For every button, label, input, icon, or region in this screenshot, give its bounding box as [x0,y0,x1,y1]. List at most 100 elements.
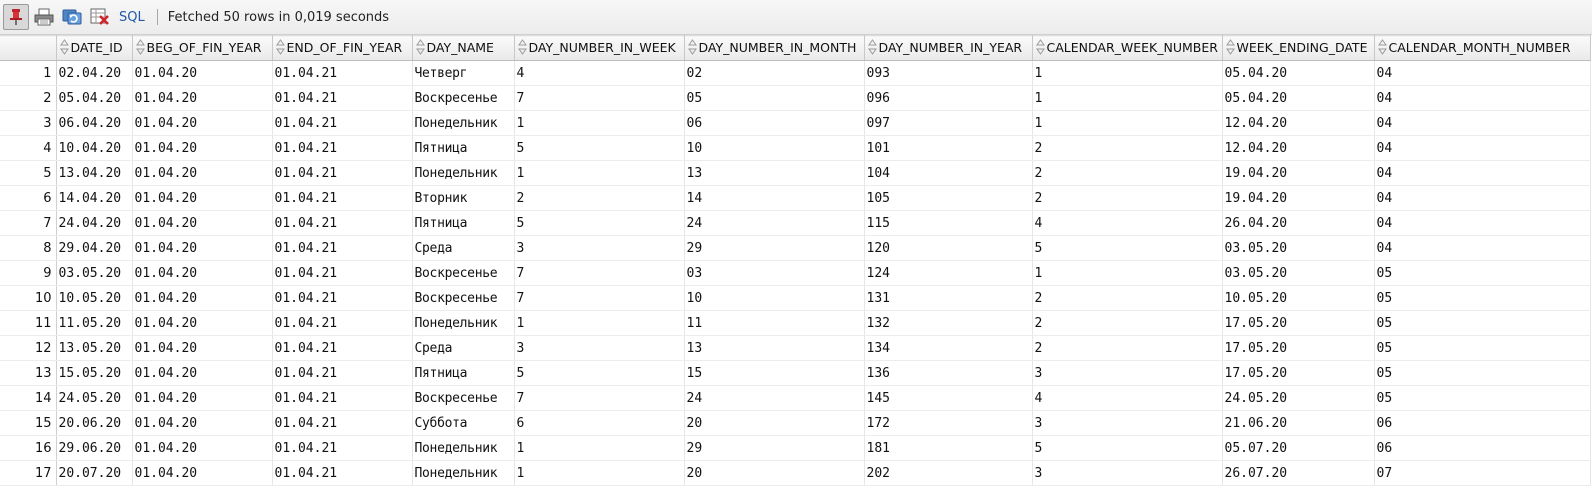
cell-day-name[interactable]: Воскресенье [412,85,515,111]
cell-calendar-week-number[interactable]: 2 [1032,185,1223,211]
table-row[interactable]: 17 20.07.20 01.04.20 01.04.21 Понедельник 1 20… [0,460,1591,486]
cell-beg-of-fin-year[interactable]: 01.04.20 [132,460,273,486]
cell-calendar-month-number[interactable]: 05 [1374,310,1591,336]
cell-week-ending-date[interactable]: 10.05.20 [1222,285,1375,311]
cell-calendar-month-number[interactable]: 06 [1374,435,1591,461]
cell-day-number-in-year[interactable]: 132 [864,310,1033,336]
cell-day-number-in-month[interactable]: 02 [684,60,865,86]
cell-day-number-in-year[interactable]: 172 [864,410,1033,436]
cell-date-id[interactable]: 05.04.20 [56,85,133,111]
cell-date-id[interactable]: 24.04.20 [56,210,133,236]
cell-week-ending-date[interactable]: 26.04.20 [1222,210,1375,236]
cell-week-ending-date[interactable]: 03.05.20 [1222,235,1375,261]
cell-day-number-in-year[interactable]: 124 [864,260,1033,286]
cell-date-id[interactable]: 10.05.20 [56,285,133,311]
cell-date-id[interactable]: 20.07.20 [56,460,133,486]
cell-day-name[interactable]: Суббота [412,410,515,436]
cell-beg-of-fin-year[interactable]: 01.04.20 [132,310,273,336]
cell-date-id[interactable]: 20.06.20 [56,410,133,436]
table-row[interactable]: 10 10.05.20 01.04.20 01.04.21 Воскресенье 7 10… [0,285,1591,311]
cell-calendar-month-number[interactable]: 05 [1374,260,1591,286]
cell-calendar-week-number[interactable]: 5 [1032,435,1223,461]
print-button[interactable] [31,4,57,30]
cell-day-name[interactable]: Пятница [412,135,515,161]
cell-week-ending-date[interactable]: 05.04.20 [1222,85,1375,111]
table-row[interactable]: 3 06.04.20 01.04.20 01.04.21 Понедельник 1 06 0… [0,110,1591,136]
cell-day-number-in-month[interactable]: 11 [684,310,865,336]
sort-icon[interactable] [1035,38,1045,58]
cell-calendar-month-number[interactable]: 05 [1374,360,1591,386]
cell-calendar-week-number[interactable]: 1 [1032,110,1223,136]
cell-day-number-in-month[interactable]: 05 [684,85,865,111]
table-row[interactable]: 16 29.06.20 01.04.20 01.04.21 Понедельник 1 29… [0,435,1591,461]
cell-day-number-in-week[interactable]: 1 [514,160,685,186]
cell-day-name[interactable]: Понедельник [412,460,515,486]
cell-day-number-in-week[interactable]: 4 [514,60,685,86]
cell-date-id[interactable]: 11.05.20 [56,310,133,336]
cell-calendar-month-number[interactable]: 05 [1374,385,1591,411]
cell-end-of-fin-year[interactable]: 01.04.21 [272,85,413,111]
cell-beg-of-fin-year[interactable]: 01.04.20 [132,385,273,411]
cell-day-number-in-month[interactable]: 29 [684,435,865,461]
cell-day-number-in-week[interactable]: 7 [514,385,685,411]
cell-day-number-in-week[interactable]: 7 [514,285,685,311]
cell-day-name[interactable]: Понедельник [412,435,515,461]
cell-end-of-fin-year[interactable]: 01.04.21 [272,135,413,161]
cell-beg-of-fin-year[interactable]: 01.04.20 [132,85,273,111]
table-row[interactable]: 12 13.05.20 01.04.20 01.04.21 Среда 3 13 134 2 17… [0,335,1591,361]
cell-calendar-week-number[interactable]: 1 [1032,85,1223,111]
cell-week-ending-date[interactable]: 17.05.20 [1222,310,1375,336]
cell-calendar-week-number[interactable]: 2 [1032,160,1223,186]
cell-date-id[interactable]: 02.04.20 [56,60,133,86]
cell-calendar-week-number[interactable]: 2 [1032,335,1223,361]
cell-end-of-fin-year[interactable]: 01.04.21 [272,260,413,286]
cell-day-number-in-year[interactable]: 097 [864,110,1033,136]
cell-end-of-fin-year[interactable]: 01.04.21 [272,60,413,86]
table-row[interactable]: 11 11.05.20 01.04.20 01.04.21 Понедельник 1 11… [0,310,1591,336]
column-header-end-of-fin-year[interactable]: END_OF_FIN_YEAR [272,35,413,61]
column-header-beg-of-fin-year[interactable]: BEG_OF_FIN_YEAR [132,35,273,61]
cell-calendar-month-number[interactable]: 07 [1374,460,1591,486]
cell-day-name[interactable]: Вторник [412,185,515,211]
cell-day-number-in-month[interactable]: 13 [684,335,865,361]
cell-beg-of-fin-year[interactable]: 01.04.20 [132,210,273,236]
cell-day-number-in-week[interactable]: 6 [514,410,685,436]
column-header-week-ending-date[interactable]: WEEK_ENDING_DATE [1222,35,1375,61]
cell-day-number-in-month[interactable]: 29 [684,235,865,261]
cell-beg-of-fin-year[interactable]: 01.04.20 [132,185,273,211]
cell-day-name[interactable]: Понедельник [412,310,515,336]
sort-icon[interactable] [517,38,527,58]
cell-day-number-in-week[interactable]: 3 [514,335,685,361]
refresh-button[interactable] [59,4,85,30]
sort-icon[interactable] [867,38,877,58]
cell-day-number-in-week[interactable]: 1 [514,110,685,136]
sort-icon[interactable] [135,38,145,58]
table-row[interactable]: 9 03.05.20 01.04.20 01.04.21 Воскресенье 7 03 1… [0,260,1591,286]
cell-date-id[interactable]: 14.04.20 [56,185,133,211]
cell-day-number-in-month[interactable]: 14 [684,185,865,211]
cell-week-ending-date[interactable]: 05.04.20 [1222,60,1375,86]
column-header-day-number-in-month[interactable]: DAY_NUMBER_IN_MONTH [684,35,865,61]
cell-calendar-week-number[interactable]: 3 [1032,460,1223,486]
sort-icon[interactable] [1225,38,1235,58]
cell-date-id[interactable]: 10.04.20 [56,135,133,161]
sort-icon[interactable] [59,38,69,58]
cell-day-number-in-month[interactable]: 10 [684,285,865,311]
cell-calendar-week-number[interactable]: 4 [1032,210,1223,236]
table-row[interactable]: 13 15.05.20 01.04.20 01.04.21 Пятница 5 15 136 3… [0,360,1591,386]
table-row[interactable]: 4 10.04.20 01.04.20 01.04.21 Пятница 5 10 101 2 1… [0,135,1591,161]
cell-end-of-fin-year[interactable]: 01.04.21 [272,160,413,186]
cell-beg-of-fin-year[interactable]: 01.04.20 [132,360,273,386]
cell-week-ending-date[interactable]: 21.06.20 [1222,410,1375,436]
cell-day-number-in-year[interactable]: 096 [864,85,1033,111]
cell-date-id[interactable]: 03.05.20 [56,260,133,286]
cell-week-ending-date[interactable]: 17.05.20 [1222,360,1375,386]
cell-day-name[interactable]: Четверг [412,60,515,86]
cell-day-number-in-year[interactable]: 134 [864,335,1033,361]
sql-link[interactable]: SQL [119,9,145,25]
cell-calendar-week-number[interactable]: 4 [1032,385,1223,411]
sort-icon[interactable] [275,38,285,58]
cell-date-id[interactable]: 13.04.20 [56,160,133,186]
cell-end-of-fin-year[interactable]: 01.04.21 [272,460,413,486]
table-row[interactable]: 2 05.04.20 01.04.20 01.04.21 Воскресенье 7 05 0… [0,85,1591,111]
